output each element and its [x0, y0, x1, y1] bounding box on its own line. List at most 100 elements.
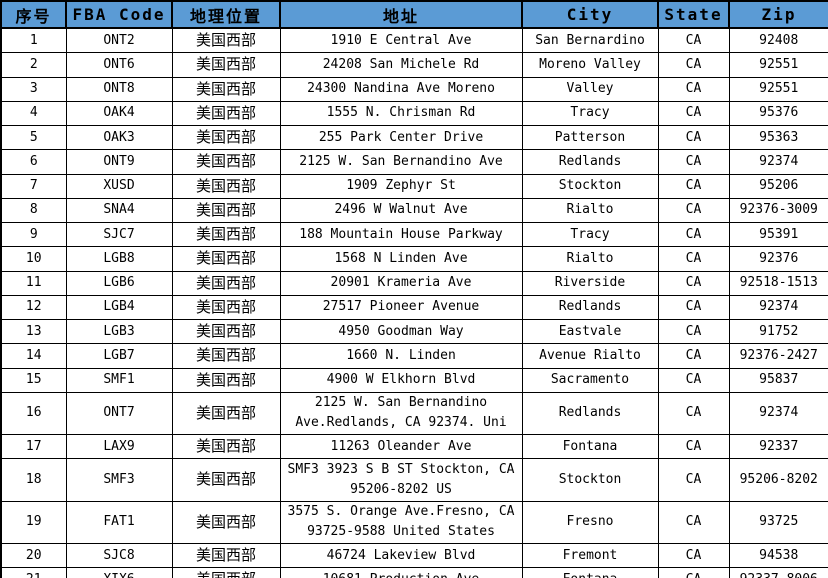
cell-location: 美国西部: [171, 294, 281, 321]
table-row: 7 XUSD 美国西部 1909 Zephyr St Stockton CA 95206: [0, 173, 828, 199]
cell-location: 美国西部: [171, 221, 281, 248]
cell-zip: 95391: [728, 221, 828, 248]
cell-address: 4950 Goodman Way: [279, 318, 523, 345]
cell-zip: 91752: [728, 318, 828, 345]
cell-city: San Bernardino: [521, 27, 659, 54]
cell-address: 188 Mountain House Parkway: [279, 221, 523, 248]
cell-address: 4900 W Elkhorn Blvd: [279, 367, 523, 393]
cell-city: Tracy: [521, 100, 659, 127]
cell-zip: 92374: [728, 391, 828, 436]
cell-index: 16: [0, 391, 67, 436]
cell-location: 美国西部: [171, 246, 281, 272]
cell-zip: 95206-8202: [728, 458, 828, 502]
cell-address: 24208 San Michele Rd: [279, 52, 523, 78]
table-row: 14 LGB7 美国西部 1660 N. Linden Avenue Rialto CA 9…: [0, 343, 828, 369]
cell-fba-code: XUSD: [65, 173, 173, 199]
cell-state: CA: [657, 221, 730, 248]
cell-index: 20: [0, 543, 67, 569]
cell-zip: 92551: [728, 52, 828, 78]
cell-address: 2125 W. San Bernandino Ave.Redlands, CA …: [279, 391, 523, 436]
cell-location: 美国西部: [171, 343, 281, 369]
cell-fba-code: SJC8: [65, 543, 173, 569]
header-state: State: [657, 0, 730, 29]
cell-city: Moreno Valley: [521, 52, 659, 78]
cell-index: 5: [0, 124, 67, 151]
header-fba-code: FBA Code: [65, 0, 173, 29]
cell-index: 13: [0, 318, 67, 345]
cell-zip: 92337-8006: [728, 567, 828, 578]
cell-location: 美国西部: [171, 367, 281, 393]
cell-location: 美国西部: [171, 76, 281, 102]
cell-index: 3: [0, 76, 67, 102]
cell-fba-code: LGB6: [65, 270, 173, 296]
cell-fba-code: ONT6: [65, 52, 173, 78]
cell-index: 14: [0, 343, 67, 369]
table-row: 18 SMF3 美国西部 SMF3 3923 S B ST Stockton, CA …: [0, 458, 828, 502]
table-row: 21XIX6美国西部10681 Production AveFontanaCA9…: [0, 567, 828, 578]
cell-index: 1: [0, 27, 67, 54]
cell-address: 1910 E Central Ave: [279, 27, 523, 54]
cell-zip: 95376: [728, 100, 828, 127]
cell-state: CA: [657, 173, 730, 199]
table-row: 10 LGB8 美国西部 1568 N Linden Ave Rialto CA 92376: [0, 246, 828, 272]
cell-zip: 92374: [728, 294, 828, 321]
cell-fba-code: SMF1: [65, 367, 173, 393]
cell-index: 8: [0, 197, 67, 224]
cell-index: 11: [0, 270, 67, 296]
cell-zip: 92408: [728, 27, 828, 54]
cell-address: 1568 N Linden Ave: [279, 246, 523, 272]
cell-state: CA: [657, 500, 730, 545]
cell-state: CA: [657, 391, 730, 436]
table-row: 19 FAT1 美国西部 3575 S. Orange Ave.Fresno, CA …: [0, 500, 828, 545]
cell-index: 6: [0, 149, 67, 175]
cell-address: 20901 Krameria Ave: [279, 270, 523, 296]
table-row: 4 OAK4 美国西部 1555 N. Chrisman Rd Tracy CA 95376: [0, 100, 828, 127]
cell-state: CA: [657, 100, 730, 127]
table-header: 序号 FBA Code 地理位置 地址 City State Zip: [0, 0, 828, 29]
cell-address: 255 Park Center Drive: [279, 124, 523, 151]
cell-fba-code: OAK4: [65, 100, 173, 127]
cell-city: Eastvale: [521, 318, 659, 345]
cell-address: 11263 Oleander Ave: [279, 434, 523, 460]
cell-location: 美国西部: [171, 500, 281, 545]
cell-state: CA: [657, 52, 730, 78]
cell-location: 美国西部: [171, 52, 281, 78]
cell-city: Avenue Rialto: [521, 343, 659, 369]
table-row: 8 SNA4 美国西部 2496 W Walnut Ave Rialto CA 92376-…: [0, 197, 828, 224]
cell-state: CA: [657, 367, 730, 393]
cell-index: 7: [0, 173, 67, 199]
cell-index: 9: [0, 221, 67, 248]
cell-state: CA: [657, 76, 730, 102]
cell-zip: 92374: [728, 149, 828, 175]
cell-fba-code: FAT1: [65, 500, 173, 545]
cell-fba-code: LGB7: [65, 343, 173, 369]
cell-city: Sacramento: [521, 367, 659, 393]
cell-index: 18: [0, 458, 67, 502]
cell-city: Fremont: [521, 543, 659, 569]
cell-index: 19: [0, 500, 67, 545]
cell-index: 12: [0, 294, 67, 321]
header-city: City: [521, 0, 659, 29]
cell-fba-code: OAK3: [65, 124, 173, 151]
cell-fba-code: SNA4: [65, 197, 173, 224]
cell-city: Tracy: [521, 221, 659, 248]
cell-location: 美国西部: [171, 124, 281, 151]
cell-location: 美国西部: [171, 543, 281, 569]
table-row: 17 LAX9 美国西部 11263 Oleander Ave Fontana CA 923…: [0, 434, 828, 460]
cell-address: 10681 Production Ave: [279, 567, 523, 578]
cell-state: CA: [657, 149, 730, 175]
cell-state: CA: [657, 294, 730, 321]
cell-zip: 92337: [728, 434, 828, 460]
cell-city: Riverside: [521, 270, 659, 296]
cell-address: 2496 W Walnut Ave: [279, 197, 523, 224]
cell-index: 4: [0, 100, 67, 127]
cell-city: Fontana: [521, 567, 659, 578]
cell-fba-code: LGB4: [65, 294, 173, 321]
table-row: 5 OAK3 美国西部 255 Park Center Drive Patterson C…: [0, 124, 828, 151]
cell-city: Stockton: [521, 173, 659, 199]
cell-fba-code: SMF3: [65, 458, 173, 502]
cell-state: CA: [657, 197, 730, 224]
cell-address: SMF3 3923 S B ST Stockton, CA 95206-8202…: [279, 458, 523, 502]
